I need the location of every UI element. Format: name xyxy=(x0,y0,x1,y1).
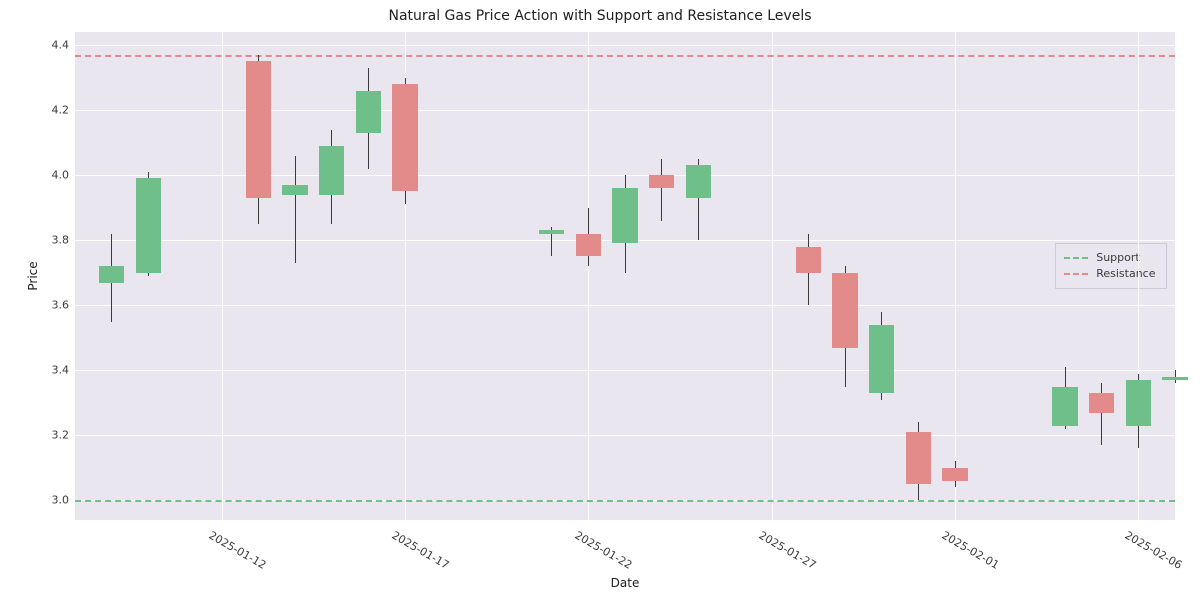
candle-body xyxy=(539,230,565,233)
legend-label-resistance: Resistance xyxy=(1096,266,1155,282)
legend-swatch-support xyxy=(1064,257,1088,259)
candle-body xyxy=(906,432,932,484)
y-tick-label: 4.0 xyxy=(52,169,76,182)
candle-body xyxy=(356,91,382,133)
y-tick-label: 3.8 xyxy=(52,234,76,247)
x-tick-label: 2025-02-01 xyxy=(940,520,1007,572)
x-axis-label: Date xyxy=(611,576,640,590)
chart-title: Natural Gas Price Action with Support an… xyxy=(0,8,1200,24)
candle-body xyxy=(576,234,602,257)
candle-body xyxy=(612,188,638,243)
legend-label-support: Support xyxy=(1096,250,1139,266)
candle-body xyxy=(869,325,895,393)
grid-line xyxy=(75,435,1175,436)
grid-line xyxy=(75,305,1175,306)
candle-body xyxy=(832,273,858,348)
candle-body xyxy=(1052,387,1078,426)
candle-body xyxy=(246,61,272,198)
y-axis-label: Price xyxy=(26,261,40,290)
candle-body xyxy=(319,146,345,195)
candle-body xyxy=(1162,377,1188,380)
candle-body xyxy=(1126,380,1152,426)
y-tick-label: 3.6 xyxy=(52,299,76,312)
y-tick-label: 3.2 xyxy=(52,429,76,442)
candle-wick xyxy=(295,156,296,263)
x-tick-label: 2025-01-22 xyxy=(573,520,640,572)
grid-line xyxy=(75,45,1175,46)
x-tick-label: 2025-01-27 xyxy=(756,520,823,572)
y-tick-label: 3.4 xyxy=(52,364,76,377)
grid-line xyxy=(772,32,773,520)
candle-body xyxy=(942,468,968,481)
legend: Support Resistance xyxy=(1055,243,1166,289)
candle-body xyxy=(136,178,162,272)
candle-body xyxy=(796,247,822,273)
grid-line xyxy=(588,32,589,520)
candle-body xyxy=(1089,393,1115,413)
grid-line xyxy=(75,110,1175,111)
candle-body xyxy=(99,266,125,282)
y-tick-label: 4.4 xyxy=(52,39,76,52)
legend-item-resistance: Resistance xyxy=(1064,266,1155,282)
candle-body xyxy=(686,165,712,198)
y-tick-label: 4.2 xyxy=(52,104,76,117)
candle-wick xyxy=(661,159,662,221)
candle-body xyxy=(392,84,418,191)
y-tick-label: 3.0 xyxy=(52,494,76,507)
x-tick-label: 2025-01-17 xyxy=(390,520,457,572)
resistance-line xyxy=(75,55,1175,57)
plot-area: Price Date Support Resistance 3.03.23.43… xyxy=(75,32,1175,520)
x-tick-label: 2025-02-06 xyxy=(1123,520,1190,572)
grid-line xyxy=(75,370,1175,371)
grid-line xyxy=(222,32,223,520)
legend-swatch-resistance xyxy=(1064,273,1088,275)
grid-line xyxy=(955,32,956,520)
chart-root: Natural Gas Price Action with Support an… xyxy=(0,0,1200,600)
x-tick-label: 2025-01-12 xyxy=(206,520,273,572)
support-line xyxy=(75,500,1175,502)
legend-item-support: Support xyxy=(1064,250,1155,266)
candle-body xyxy=(649,175,675,188)
candle-body xyxy=(282,185,308,195)
